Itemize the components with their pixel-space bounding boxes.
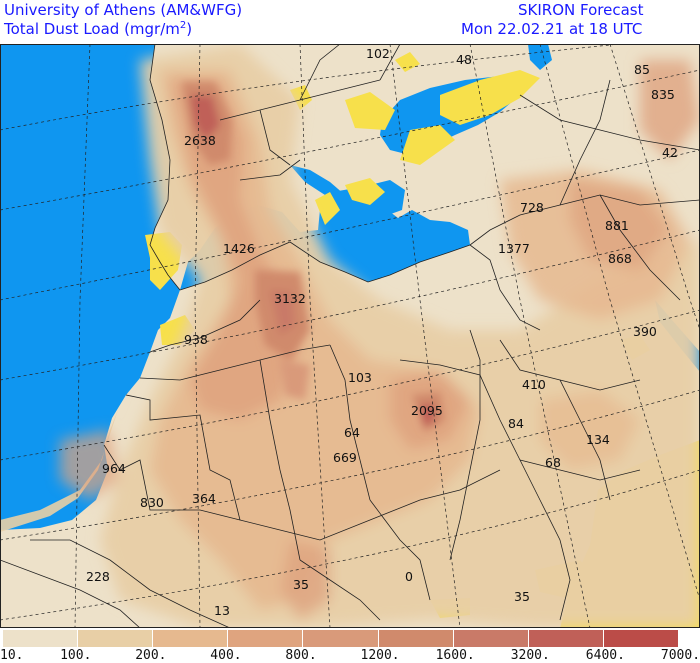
colorbar-swatch — [378, 630, 454, 647]
label-228: 228 — [86, 569, 110, 584]
atlantic-ocean — [0, 44, 180, 530]
label-3132: 3132 — [274, 291, 306, 306]
colorbar: 10. 100. 200. 400. 800. 1200. 1600. 3200. 6400. 7… — [0, 628, 700, 663]
colorbar-swatches — [3, 630, 679, 647]
label-64: 64 — [344, 425, 360, 440]
field-unit-sup: 2 — [179, 20, 187, 31]
label-390: 390 — [633, 324, 657, 339]
label-2095: 2095 — [411, 403, 443, 418]
colorbar-swatch — [453, 630, 529, 647]
label-830: 830 — [140, 495, 164, 510]
colorbar-swatch — [78, 630, 154, 647]
label-48: 48 — [456, 52, 472, 67]
colorbar-tick-label: 10. — [0, 648, 24, 663]
colorbar-tick-label: 200. — [135, 648, 167, 663]
label-410: 410 — [522, 377, 546, 392]
dust-shading — [60, 44, 700, 628]
label-868: 868 — [608, 251, 632, 266]
label-85: 85 — [634, 62, 650, 77]
label-1426: 1426 — [223, 241, 255, 256]
forecast-time: Mon 22.02.21 at 18 UTC — [461, 20, 643, 38]
label-669: 669 — [333, 450, 357, 465]
colorbar-swatch — [303, 630, 379, 647]
colorbar-swatch — [3, 630, 79, 647]
product-title: SKIRON Forecast — [518, 1, 644, 19]
label-134: 134 — [586, 432, 610, 447]
colorbar-swatch — [228, 630, 304, 647]
label-964: 964 — [102, 461, 126, 476]
label-0: 0 — [405, 569, 413, 584]
label-1377: 1377 — [498, 241, 530, 256]
colorbar-swatch — [603, 630, 679, 647]
colorbar-tick-label: 3200. — [510, 648, 550, 663]
label-68: 68 — [545, 455, 561, 470]
colorbar-tick-label: 6400. — [585, 648, 625, 663]
dust-load-map: 102 48 85 835 42 2638 728 881 1426 1377 … — [0, 44, 700, 628]
label-35-east: 35 — [514, 589, 530, 604]
colorbar-tick-label: 1600. — [435, 648, 475, 663]
label-35-west: 35 — [293, 577, 309, 592]
label-84: 84 — [508, 416, 524, 431]
field-title: Total Dust Load (mgr/m2) — [4, 20, 192, 38]
label-103: 103 — [348, 370, 372, 385]
label-2638: 2638 — [184, 133, 216, 148]
colorbar-tick-label: 400. — [210, 648, 242, 663]
label-42: 42 — [662, 145, 678, 160]
label-13: 13 — [214, 603, 230, 618]
colorbar-swatch — [528, 630, 604, 647]
label-881: 881 — [605, 218, 629, 233]
colorbar-tick-label: 800. — [285, 648, 317, 663]
colorbar-tick-label: 7000. — [660, 648, 700, 663]
field-name-tail: ) — [186, 20, 193, 38]
dust-value-labels: 102 48 85 835 42 2638 728 881 1426 1377 … — [86, 46, 678, 618]
org-title: University of Athens (AM&WFG) — [4, 1, 243, 19]
country-borders — [0, 44, 700, 628]
field-name: Total Dust Load (mgr/m — [4, 20, 180, 38]
label-364: 364 — [192, 491, 216, 506]
label-835: 835 — [651, 87, 675, 102]
caspian-sea — [528, 44, 552, 70]
colorbar-swatch — [153, 630, 229, 647]
colorbar-tick-label: 100. — [60, 648, 92, 663]
colorbar-tick-label: 1200. — [360, 648, 400, 663]
graticule — [0, 44, 700, 628]
label-728: 728 — [520, 200, 544, 215]
dust-peaks — [182, 82, 445, 432]
label-938: 938 — [184, 332, 208, 347]
label-102: 102 — [366, 46, 390, 61]
